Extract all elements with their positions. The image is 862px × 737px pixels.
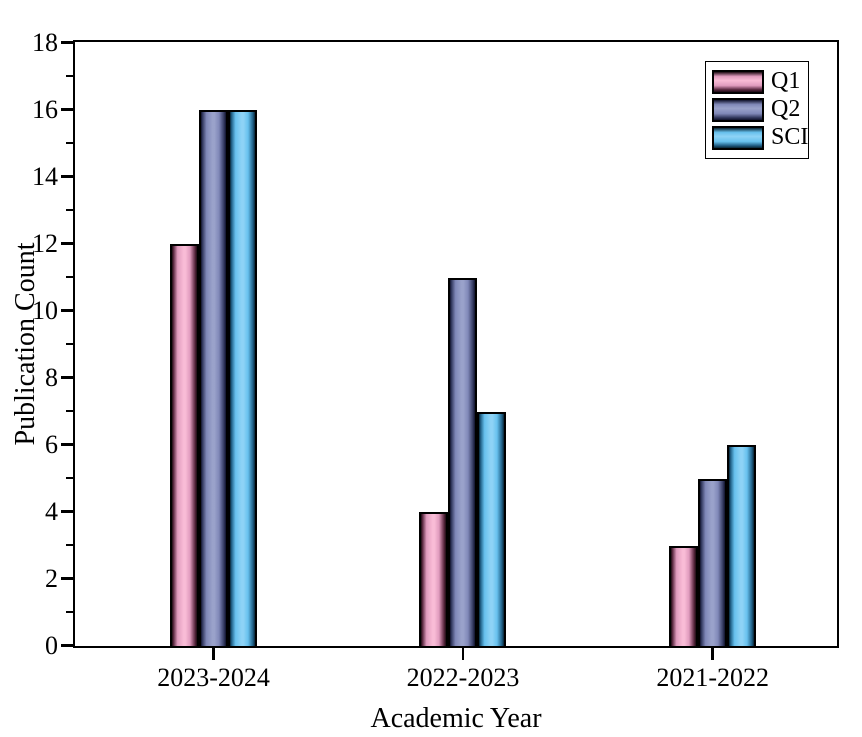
legend-swatch-q1 xyxy=(712,69,764,94)
y-axis-tick-label: 10 xyxy=(32,295,58,325)
legend-label: Q2 xyxy=(771,96,801,122)
bar-q1-2022-2023 xyxy=(419,512,448,646)
x-axis-tick-label: 2021-2022 xyxy=(656,663,769,692)
y-axis-tick-label: 16 xyxy=(32,94,58,124)
y-axis-tick-label: 14 xyxy=(32,161,58,191)
x-axis-major-tick xyxy=(461,648,465,660)
y-axis-minor-tick xyxy=(66,209,73,211)
y-axis-tick-label: 6 xyxy=(45,429,58,459)
legend-item-q2: Q2 xyxy=(712,96,802,123)
bar-q1-2021-2022 xyxy=(668,545,698,646)
x-axis-tick-label: 2023-2024 xyxy=(157,663,270,692)
y-axis-major-tick xyxy=(61,510,73,513)
legend-label: Q1 xyxy=(771,68,801,94)
y-axis-major-tick xyxy=(61,108,73,111)
legend-swatch-q2 xyxy=(712,97,764,122)
bar-q2-2023-2024 xyxy=(198,110,228,646)
y-axis-minor-tick xyxy=(66,142,73,144)
legend-label: SCI xyxy=(771,124,809,150)
x-axis-major-tick xyxy=(711,648,714,660)
x-axis-tick-label: 2022-2023 xyxy=(406,663,520,692)
bar-sci-2022-2023 xyxy=(477,411,506,646)
legend-item-sci: SCI xyxy=(712,124,808,151)
y-axis-tick-label: 0 xyxy=(45,630,58,660)
bar-q1-2023-2024 xyxy=(169,244,199,646)
y-axis-tick-label: 12 xyxy=(32,228,58,258)
legend-item-q1: Q1 xyxy=(712,68,802,95)
y-axis-minor-tick xyxy=(66,75,73,77)
bar-q2-2022-2023 xyxy=(448,277,477,646)
y-axis-major-tick xyxy=(61,41,73,44)
legend-swatch-sci xyxy=(712,125,764,150)
bar-sci-2021-2022 xyxy=(726,445,756,646)
y-axis-tick-label: 4 xyxy=(45,496,58,526)
y-axis-major-tick xyxy=(61,309,73,312)
x-axis-title: Academic Year xyxy=(370,703,542,734)
y-axis-major-tick xyxy=(61,175,73,178)
y-axis-major-tick xyxy=(61,577,73,580)
y-axis-minor-tick xyxy=(66,410,73,412)
y-axis-minor-tick xyxy=(66,343,73,345)
bar-sci-2023-2024 xyxy=(227,110,257,646)
y-axis-major-tick xyxy=(61,443,73,446)
y-axis-tick-label: 2 xyxy=(45,563,58,593)
y-axis-tick-label: 8 xyxy=(45,362,58,392)
y-axis-tick-label: 18 xyxy=(32,27,58,57)
bar-q2-2021-2022 xyxy=(697,478,727,646)
y-axis-major-tick xyxy=(61,242,73,245)
legend: Q1 Q2 SCI xyxy=(705,61,809,159)
y-axis-minor-tick xyxy=(66,544,73,546)
y-axis-title: Publication Count xyxy=(10,242,41,446)
y-axis-major-tick xyxy=(61,376,73,379)
y-axis-major-tick xyxy=(61,644,73,647)
y-axis-minor-tick xyxy=(66,477,73,479)
x-axis-major-tick xyxy=(212,648,215,660)
y-axis-minor-tick xyxy=(66,611,73,613)
y-axis-minor-tick xyxy=(66,276,73,278)
